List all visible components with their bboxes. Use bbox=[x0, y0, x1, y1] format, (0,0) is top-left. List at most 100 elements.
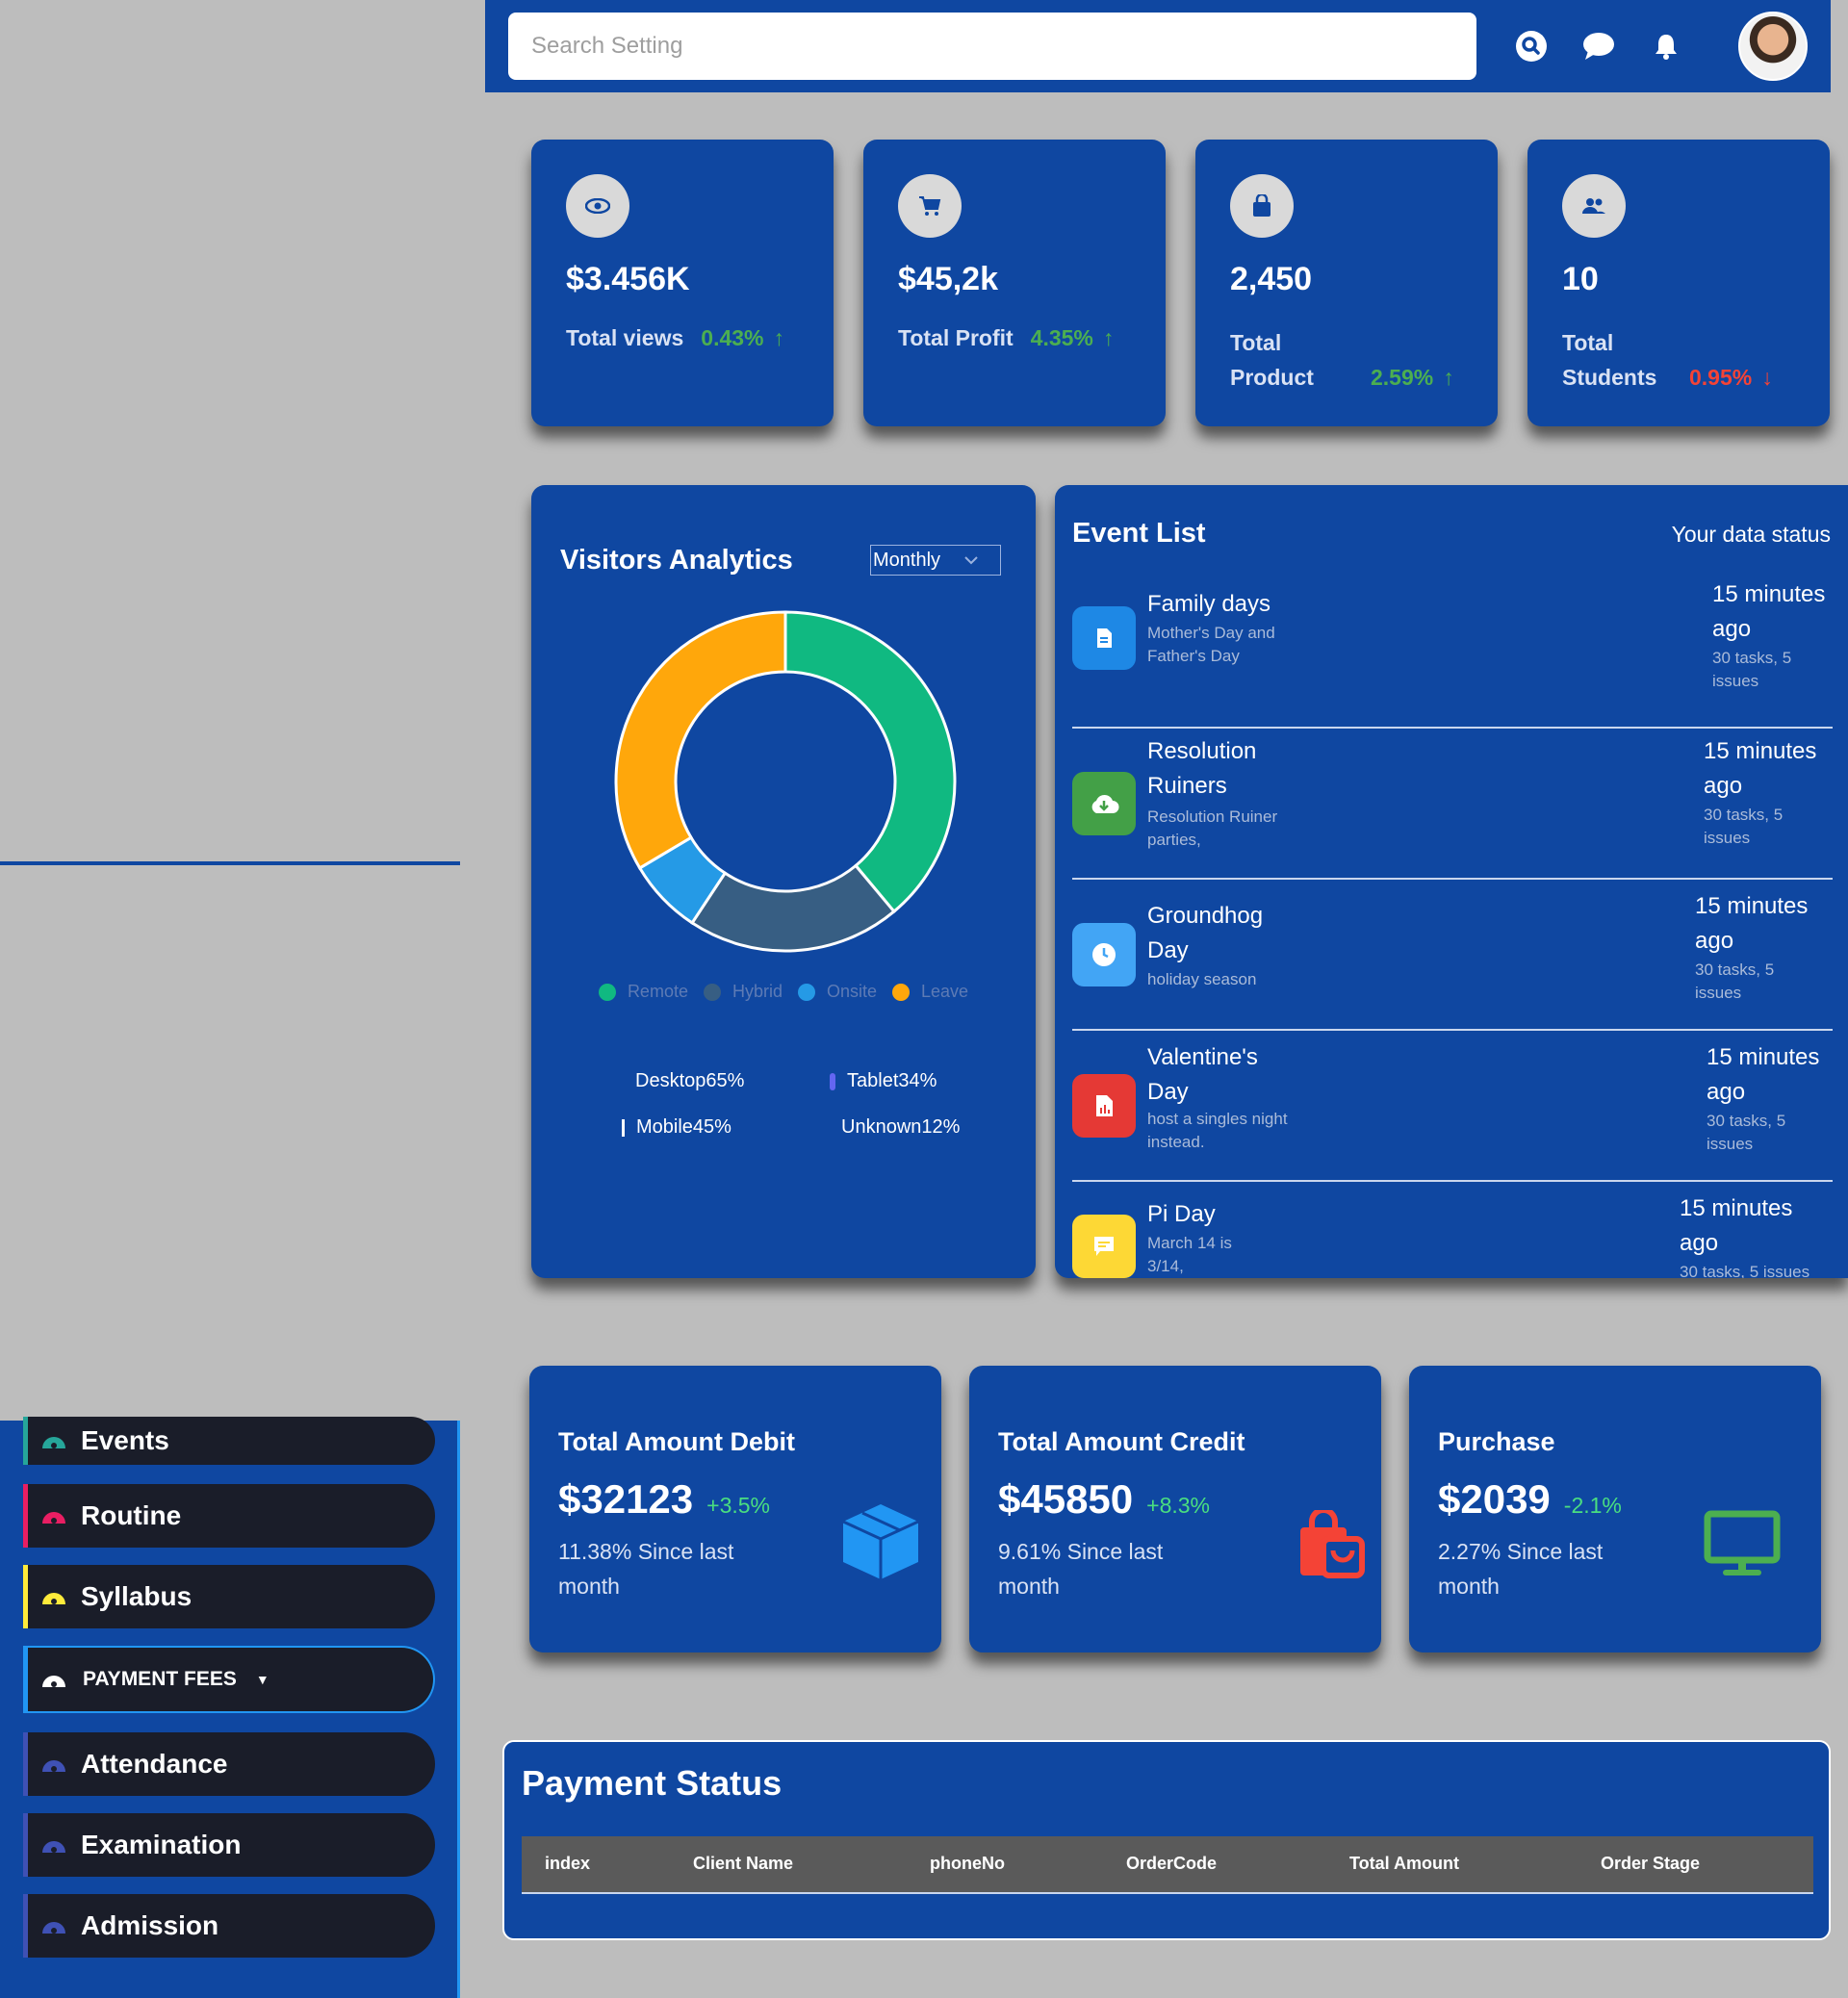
event-title: Groundhog Day bbox=[1147, 903, 1264, 963]
cart-icon bbox=[898, 174, 962, 238]
bell-icon[interactable] bbox=[1649, 29, 1683, 64]
sidebar-item-payment-fees[interactable]: PAYMENT FEES ▼ bbox=[23, 1646, 435, 1713]
amount-title: Total Amount Debit bbox=[558, 1427, 795, 1456]
chart-legend: Remote Hybrid Onsite Leave bbox=[531, 982, 1036, 1002]
list-item[interactable]: Groundhog Day holiday season 15 minutes … bbox=[1072, 880, 1833, 1031]
shopping-bag-icon bbox=[1300, 1510, 1365, 1578]
event-time: 15 minutes ago bbox=[1707, 1044, 1820, 1105]
stat-value: 10 bbox=[1562, 261, 1599, 297]
sidebar-item-label: Events bbox=[81, 1425, 169, 1455]
arrow-down-icon: ↓ bbox=[1761, 365, 1773, 390]
column-header[interactable]: index bbox=[545, 1854, 591, 1873]
sidebar-item-attendance[interactable]: Attendance bbox=[23, 1732, 435, 1796]
top-icons bbox=[1498, 12, 1808, 81]
sidebar-item-routine[interactable]: Routine bbox=[23, 1484, 435, 1548]
top-bar bbox=[485, 0, 1831, 92]
list-item[interactable]: Resolution Ruiners Resolution Ruiner par… bbox=[1072, 729, 1833, 880]
users-icon bbox=[1562, 174, 1626, 238]
bag-icon bbox=[1230, 174, 1294, 238]
box-icon bbox=[842, 1504, 919, 1579]
amount-card-credit: Total Amount Credit $45850 +8.3% 9.61% Si… bbox=[969, 1366, 1381, 1652]
dashboard-icon bbox=[42, 1841, 65, 1853]
column-header[interactable]: OrderCode bbox=[1126, 1854, 1218, 1873]
event-subtitle: holiday season bbox=[1147, 970, 1257, 988]
stat-label: Total Students bbox=[1562, 330, 1657, 390]
payment-table-header: index Client Name phoneNo OrderCode Tota… bbox=[522, 1836, 1813, 1894]
column-header[interactable]: phoneNo bbox=[930, 1854, 1005, 1873]
search-icon[interactable] bbox=[1514, 29, 1549, 64]
chat-icon[interactable] bbox=[1581, 29, 1616, 64]
sidebar-item-examination[interactable]: Examination bbox=[23, 1813, 435, 1877]
amount-change: -2.1% bbox=[1563, 1493, 1622, 1518]
legend-item: Hybrid bbox=[703, 982, 783, 1002]
column-header[interactable]: Total Amount bbox=[1349, 1854, 1459, 1873]
amount-title: Purchase bbox=[1438, 1427, 1555, 1456]
stat-label: Total Product bbox=[1230, 330, 1314, 390]
stat-percent: 0.95% bbox=[1689, 365, 1753, 390]
list-item[interactable]: Pi Day March 14 is 3/14, 15 minutes ago … bbox=[1072, 1182, 1833, 1278]
period-select[interactable]: Monthly bbox=[870, 545, 1001, 576]
sidebar-item-admission[interactable]: Admission bbox=[23, 1894, 435, 1958]
event-tasks: 30 tasks, 5 issues bbox=[1680, 1263, 1810, 1278]
monitor-icon bbox=[1704, 1510, 1781, 1575]
amount-title: Total Amount Credit bbox=[998, 1427, 1245, 1456]
comment-icon bbox=[1072, 1215, 1136, 1278]
event-time: 15 minutes ago bbox=[1704, 738, 1817, 799]
stat-card-product: 2,450 Total Product 2.59% ↑ bbox=[1195, 140, 1498, 426]
dashboard-icon bbox=[42, 1676, 65, 1687]
event-subtitle: March 14 is 3/14, bbox=[1147, 1234, 1232, 1275]
column-header[interactable]: Client Name bbox=[693, 1854, 794, 1873]
search-input[interactable] bbox=[508, 13, 1476, 80]
stat-label: Total Profit bbox=[898, 325, 1014, 350]
report-icon bbox=[1072, 1074, 1136, 1138]
legend-item: Remote bbox=[598, 982, 688, 1002]
arrow-up-icon: ↑ bbox=[1443, 365, 1454, 390]
cloud-download-icon bbox=[1072, 772, 1136, 835]
event-time: 15 minutes ago bbox=[1695, 893, 1809, 954]
stat-value: $3.456K bbox=[566, 261, 690, 297]
list-item[interactable]: Valentine's Day host a singles night ins… bbox=[1072, 1031, 1833, 1182]
legend-item: Leave bbox=[892, 982, 968, 1002]
event-subtitle: Resolution Ruiner parties, bbox=[1147, 807, 1278, 849]
amount-since: 11.38% Since last month bbox=[558, 1539, 734, 1599]
amount-change: +8.3% bbox=[1146, 1493, 1211, 1518]
amount-card-purchase: Purchase $2039 -2.1% 2.27% Since last mon… bbox=[1409, 1366, 1821, 1652]
donut-slice-remote bbox=[783, 610, 957, 914]
sidebar-item-syllabus[interactable]: Syllabus bbox=[23, 1565, 435, 1628]
event-tasks: 30 tasks, 5 issues bbox=[1712, 649, 1792, 690]
sidebar-item-label: Attendance bbox=[81, 1749, 228, 1779]
stat-percent: 2.59% bbox=[1371, 365, 1434, 390]
event-subtitle: host a singles night instead. bbox=[1147, 1110, 1288, 1151]
payment-status-card: Payment Status index Client Name phoneNo… bbox=[502, 1740, 1831, 1940]
event-title: Resolution Ruiners bbox=[1147, 738, 1257, 799]
event-title: Pi Day bbox=[1147, 1201, 1216, 1227]
sidebar-divider bbox=[0, 861, 460, 865]
amount-since: 2.27% Since last month bbox=[1438, 1539, 1604, 1599]
amount-value: $2039 bbox=[1438, 1476, 1551, 1522]
arrow-up-icon: ↑ bbox=[773, 325, 785, 350]
eye-icon bbox=[566, 174, 629, 238]
list-item[interactable]: Family days Mother's Day and Father's Da… bbox=[1072, 577, 1833, 729]
column-header[interactable]: Order Stage bbox=[1601, 1854, 1701, 1873]
clock-icon bbox=[1072, 923, 1136, 986]
event-title: Valentine's Day bbox=[1147, 1044, 1258, 1105]
avatar[interactable] bbox=[1738, 12, 1808, 81]
donut-chart bbox=[614, 610, 957, 953]
sidebar-item-label: Examination bbox=[81, 1830, 242, 1859]
sidebar-item-events[interactable]: Events bbox=[23, 1417, 435, 1465]
arrow-up-icon: ↑ bbox=[1102, 325, 1115, 350]
device-stat: Unknown12% bbox=[841, 1116, 961, 1138]
dashboard-icon bbox=[42, 1437, 65, 1448]
event-tasks: 30 tasks, 5 issues bbox=[1704, 806, 1784, 847]
stat-value: 2,450 bbox=[1230, 261, 1313, 297]
stat-value: $45,2k bbox=[898, 261, 998, 297]
amount-value: $32123 bbox=[558, 1476, 694, 1522]
legend-item: Onsite bbox=[797, 982, 877, 1002]
sidebar-item-label: Routine bbox=[81, 1500, 182, 1530]
event-time: 15 minutes ago bbox=[1680, 1195, 1793, 1256]
amount-card-debit: Total Amount Debit $32123 +3.5% 11.38% Si… bbox=[529, 1366, 941, 1652]
amount-since: 9.61% Since last month bbox=[998, 1539, 1164, 1599]
card-title: Payment Status bbox=[522, 1763, 783, 1803]
stat-card-views: $3.456K Total views 0.43% ↑ bbox=[531, 140, 834, 426]
stat-percent: 4.35% bbox=[1030, 325, 1093, 350]
